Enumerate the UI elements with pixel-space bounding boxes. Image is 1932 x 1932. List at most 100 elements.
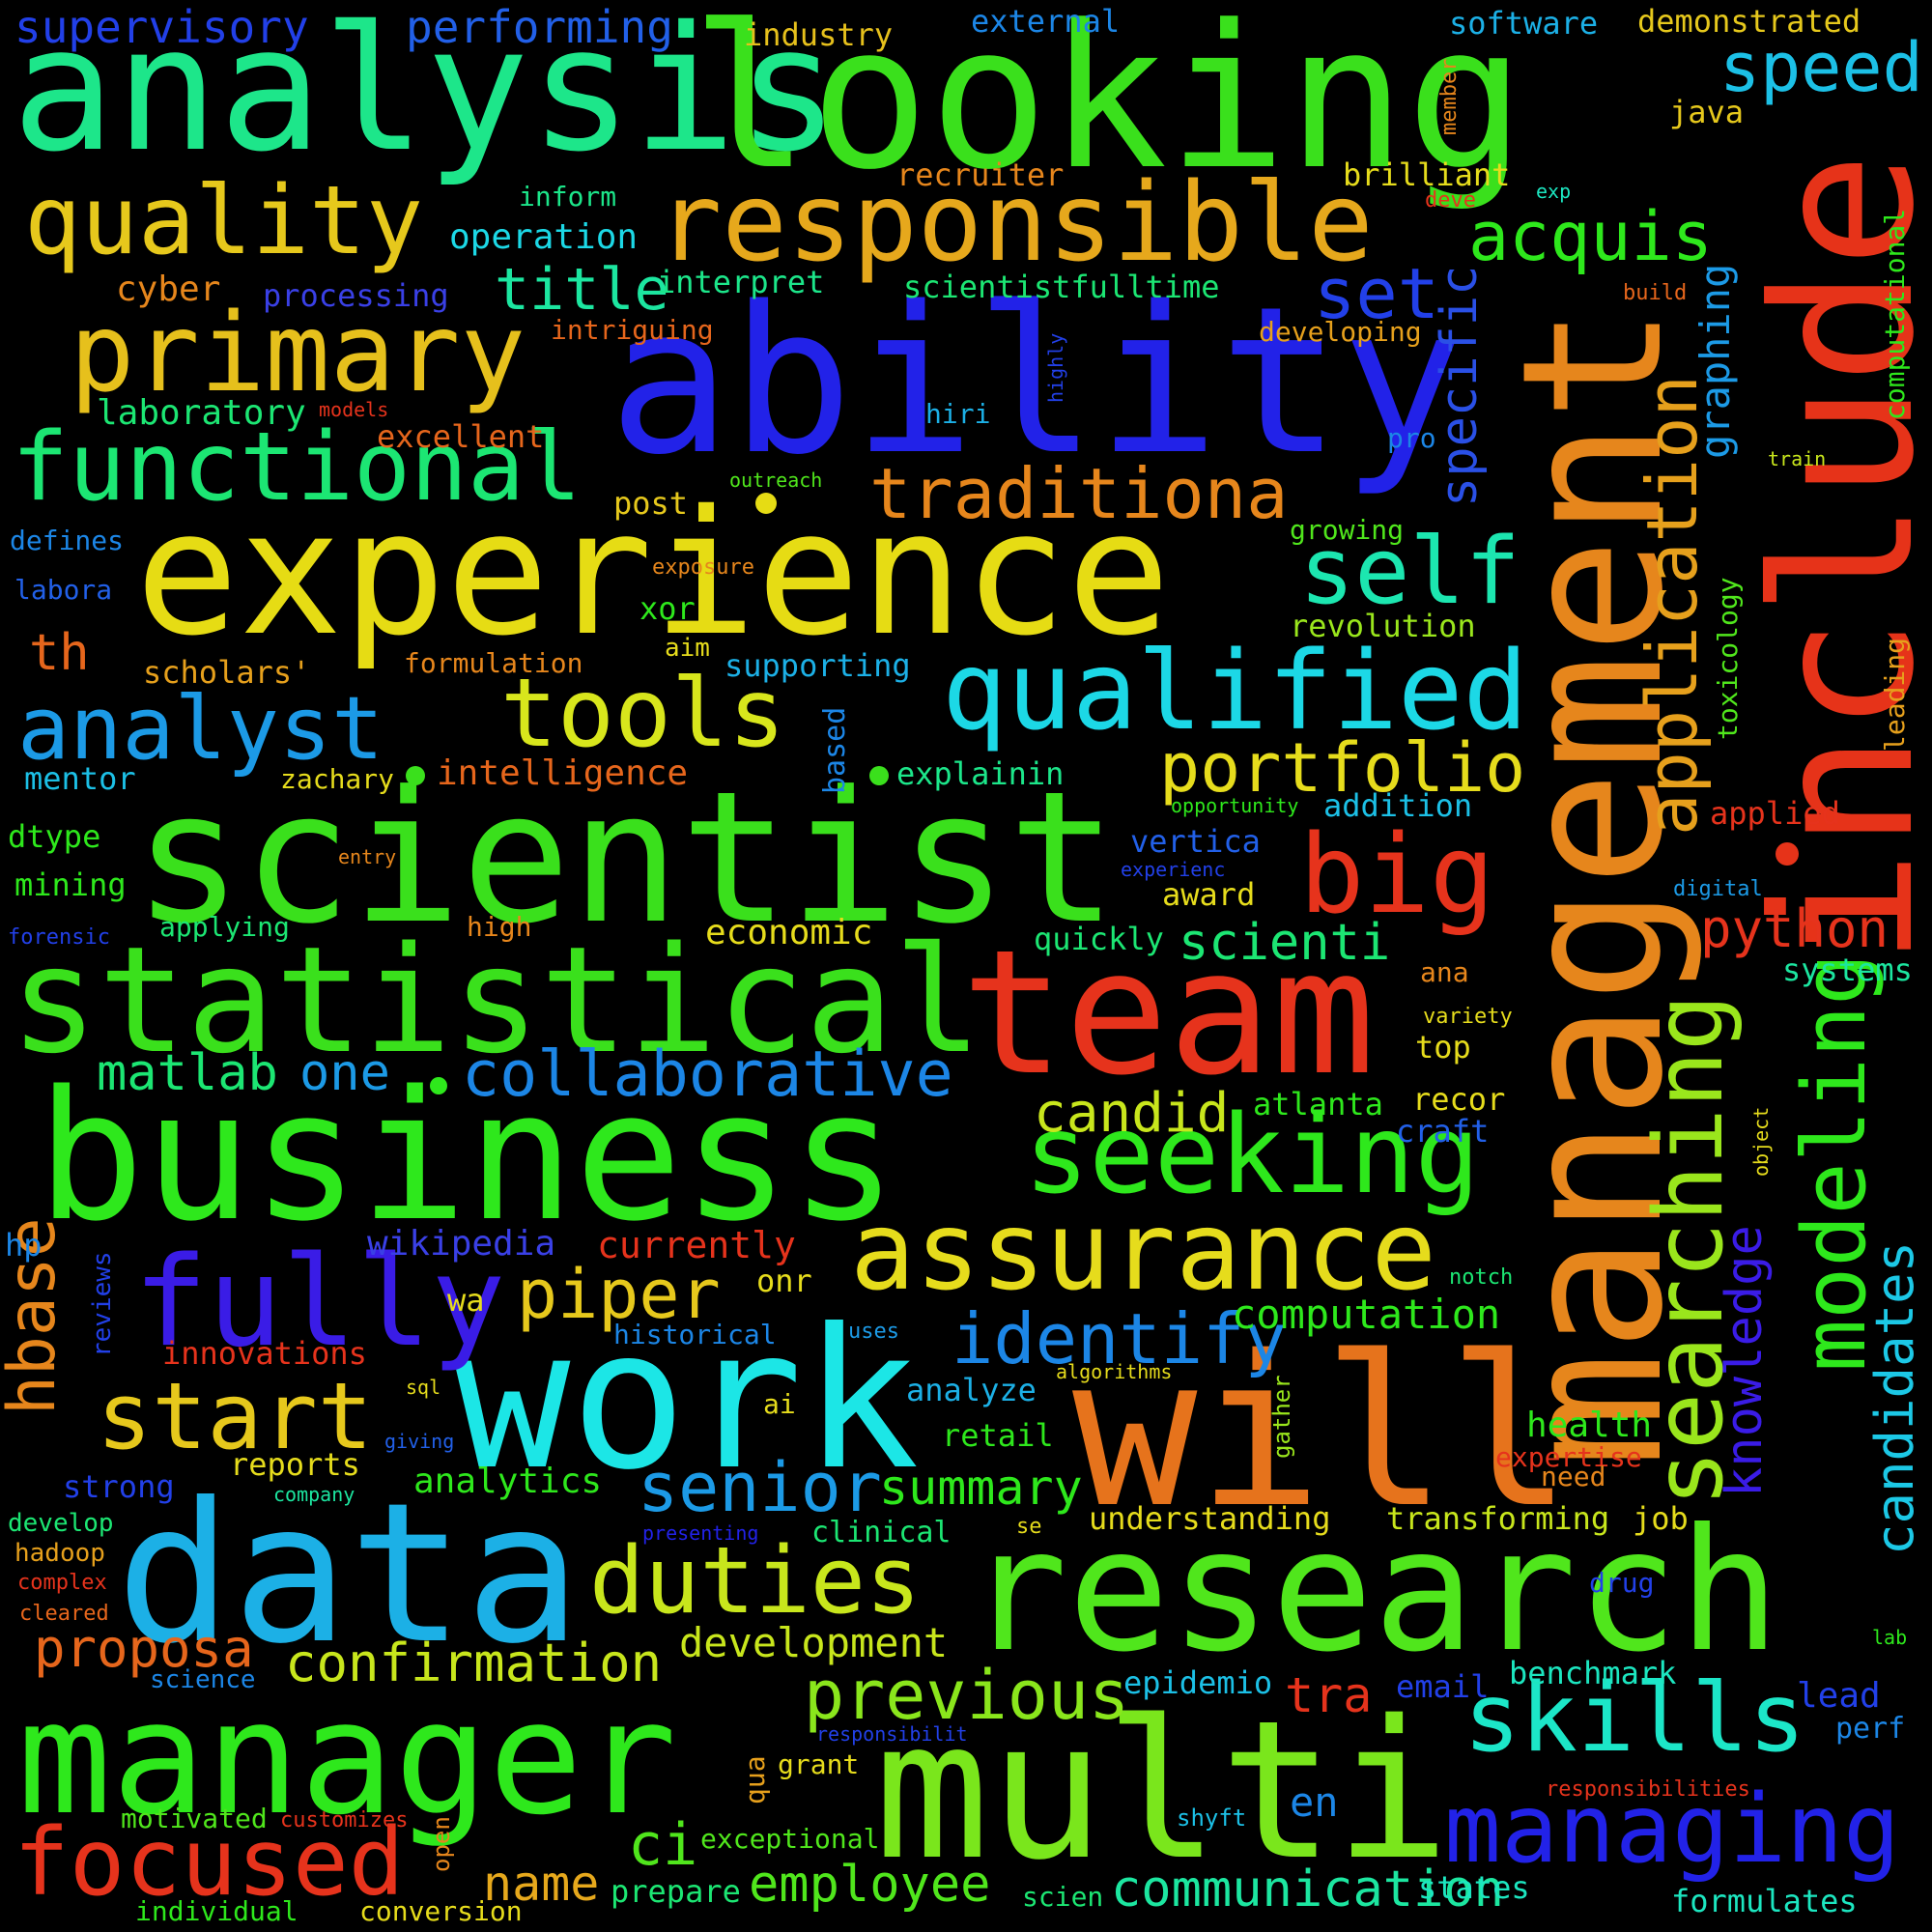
word-scholars: scholars' (143, 654, 311, 691)
word-science: science (150, 1665, 256, 1694)
word-experience: experience (135, 473, 1171, 673)
word-big: big (1299, 812, 1495, 938)
word-brilliant: brilliant (1343, 156, 1511, 193)
word-name: name (483, 1856, 600, 1912)
word-historical: historical (613, 1319, 777, 1350)
word-applying: applying (159, 911, 290, 943)
word-email: email (1396, 1668, 1490, 1705)
word-award: award (1162, 876, 1256, 913)
word-conversion: conversion (359, 1895, 523, 1927)
word-systems: systems (1782, 952, 1913, 988)
word-scienti: scienti (1179, 914, 1391, 972)
word-customizes: customizes (280, 1808, 409, 1833)
word-speed: speed (1719, 28, 1923, 107)
word-title: title (495, 256, 669, 324)
word-lab: lab (1872, 1626, 1908, 1649)
word-quality: quality (24, 166, 424, 276)
word-specific: specific (1431, 265, 1489, 507)
word-giving: giving (384, 1430, 455, 1453)
word-en: en (1290, 1778, 1339, 1826)
dot (430, 1077, 447, 1094)
word-exp: exp (1536, 180, 1572, 203)
word-interpret: interpret (657, 264, 825, 300)
word-python: python (1700, 898, 1889, 959)
word-set: set (1314, 253, 1440, 334)
word-algorithms: algorithms (1056, 1360, 1173, 1383)
word-wa: wa (447, 1282, 485, 1319)
word-inform: inform (519, 181, 617, 213)
word-need: need (1541, 1461, 1606, 1492)
word-revolution: revolution (1290, 608, 1476, 644)
word-toxicology: toxicology (1712, 577, 1744, 740)
word-economic: economic (705, 913, 873, 952)
word-computational: computational (1879, 208, 1911, 420)
word-skills: skills (1463, 1663, 1806, 1774)
word-industry: industry (744, 16, 894, 53)
word-collaborative: collaborative (462, 1038, 953, 1111)
word-presenting: presenting (642, 1521, 759, 1545)
word-clinical: clinical (811, 1516, 952, 1549)
word-hadoop: hadoop (14, 1539, 105, 1568)
word-benchmark: benchmark (1509, 1655, 1677, 1691)
word-java: java (1669, 94, 1745, 130)
word-quickly: quickly (1034, 921, 1164, 957)
word-sql: sql (406, 1376, 441, 1399)
word-high: high (467, 911, 532, 943)
word-prepare: prepare (611, 1873, 741, 1910)
word-cleared: cleared (19, 1602, 109, 1626)
word-hiri: hiri (925, 398, 991, 430)
word-identify: identify (952, 1298, 1287, 1379)
word-highly: highly (1044, 332, 1067, 403)
word-manager: manager (17, 1668, 677, 1850)
word-excellent: excellent (377, 418, 545, 455)
word-digital: digital (1673, 877, 1763, 901)
word-entry: entry (338, 845, 397, 868)
word-functional: functional (12, 412, 582, 523)
word-lead: lead (1797, 1676, 1881, 1716)
word-analytics: analytics (413, 1462, 603, 1501)
word-proposa: proposa (34, 1618, 254, 1679)
word-business: business (37, 1052, 898, 1261)
word-qua: qua (739, 1755, 771, 1804)
word-developing: developing (1259, 316, 1422, 348)
word-opportunity: opportunity (1171, 794, 1299, 817)
dot (869, 766, 889, 785)
word-acquis: acquis (1468, 197, 1713, 276)
word-piper: piper (517, 1255, 721, 1334)
word-object: object (1749, 1106, 1773, 1177)
word-notch: notch (1449, 1265, 1514, 1290)
word-seeking: seeking (1024, 1093, 1481, 1218)
word-intriguing: intriguing (551, 314, 714, 346)
word-pro: pro (1387, 422, 1436, 454)
word-strong: strong (63, 1468, 175, 1505)
word-scientistfulltime: scientistfulltime (903, 269, 1220, 305)
word-research: research (966, 1493, 1780, 1690)
word-scientist: scientist (133, 753, 1118, 964)
word-craft: craft (1396, 1113, 1490, 1150)
word-formulates: formulates (1671, 1883, 1858, 1919)
word-intelligence: intelligence (437, 753, 689, 793)
dot (406, 766, 425, 785)
word-statistical: statistical (10, 915, 982, 1086)
word-employee: employee (749, 1856, 991, 1914)
word-one: one (299, 1044, 390, 1102)
word-development: development (679, 1619, 949, 1666)
word-analyst: analyst (17, 678, 384, 780)
word-complex: complex (17, 1571, 107, 1595)
word-based: based (818, 706, 852, 794)
word-wikipedia: wikipedia (367, 1224, 556, 1264)
word-previous: previous (804, 1656, 1130, 1735)
word-scien: scien (1022, 1881, 1104, 1913)
word-member: member (1437, 58, 1462, 135)
word-recor: recor (1412, 1081, 1506, 1118)
word-looking: looking (691, 0, 1525, 213)
word-supporting: supporting (724, 647, 911, 684)
word-focused: focused (14, 1808, 405, 1917)
word-motivated: motivated (121, 1803, 268, 1834)
word-th: th (29, 624, 90, 682)
word-hp: hp (5, 1227, 43, 1264)
word-responsibilities: responsibilities (1546, 1777, 1750, 1802)
word-post: post (613, 485, 689, 522)
word-work: work (454, 1288, 920, 1513)
word-deve: deve (1425, 188, 1476, 213)
